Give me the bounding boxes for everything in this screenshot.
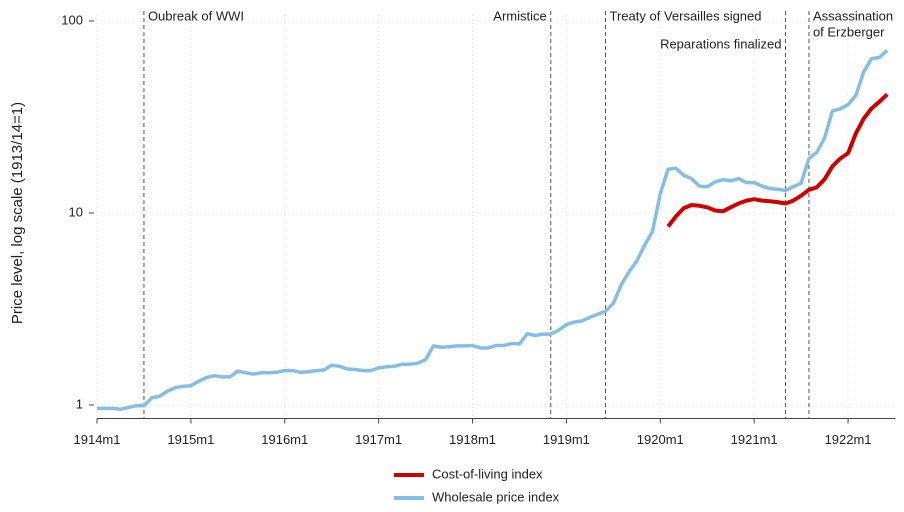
- x-tick-label: 1921m1: [731, 432, 778, 447]
- y-axis-label: Price level, log scale (1913/14=1): [9, 102, 26, 324]
- y-tick-label: 100: [61, 12, 83, 27]
- event-label: Assassination: [813, 8, 893, 23]
- x-tick-label: 1920m1: [637, 432, 684, 447]
- series-line: [97, 49, 889, 411]
- x-tick-label: 1916m1: [261, 432, 308, 447]
- y-tick-label: 1: [76, 396, 83, 411]
- x-tick-label: 1918m1: [449, 432, 496, 447]
- event-label: Armistice: [493, 8, 546, 23]
- x-tick-label: 1922m1: [825, 432, 872, 447]
- x-tick-label: 1914m1: [74, 432, 121, 447]
- y-tick-label: 10: [69, 204, 83, 219]
- x-tick-label: 1919m1: [543, 432, 590, 447]
- series-line: [666, 92, 889, 228]
- event-label: Treaty of Versailles signed: [610, 8, 762, 23]
- legend-label: Cost-of-living index: [432, 466, 543, 481]
- x-tick-label: 1917m1: [355, 432, 402, 447]
- legend-label: Wholesale price index: [432, 489, 560, 504]
- event-label: Oubreak of WWI: [148, 8, 244, 23]
- x-tick-label: 1915m1: [167, 432, 214, 447]
- event-label: of Erzberger: [813, 24, 885, 39]
- event-label: Reparations finalized: [660, 36, 781, 51]
